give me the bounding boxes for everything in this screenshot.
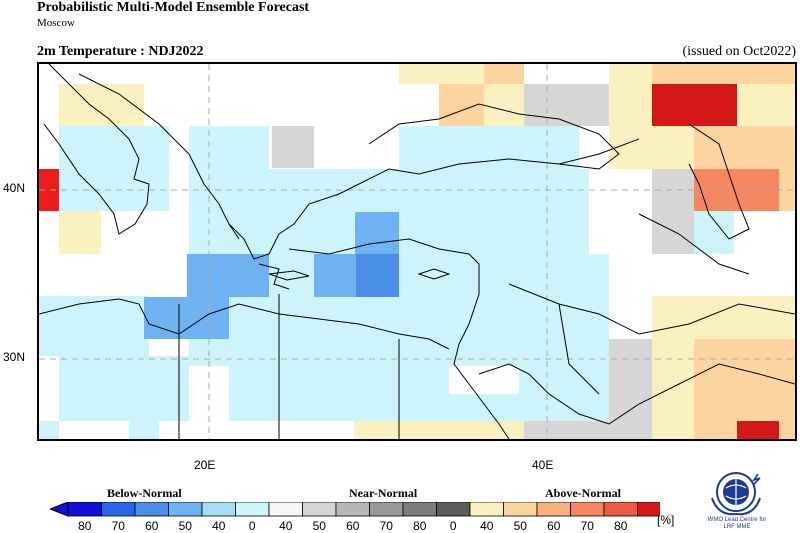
legend-unit: [%] <box>657 513 675 527</box>
variable-period-title: 2m Temperature : NDJ2022 <box>37 44 204 59</box>
colorbar-tick-label: 50 <box>514 519 528 533</box>
page-title: Probabilistic Multi-Model Ensemble Forec… <box>37 0 310 15</box>
cell-below-40 <box>694 211 734 254</box>
colorbar-tick-label: 80 <box>413 519 427 533</box>
colorbar-ticks: 80 70 60 50 40 0 40 50 60 70 80 0 40 50 60 70 80 <box>78 519 628 533</box>
colorbar-box <box>369 502 404 517</box>
cell-below-40 <box>129 421 159 439</box>
cell-below-50 <box>187 254 269 297</box>
cell-above-40 <box>59 211 101 254</box>
colorbar-box <box>402 502 437 517</box>
colorbar-box <box>570 502 605 517</box>
colorbar-tick-label: 80 <box>614 519 628 533</box>
colorbar-tick-label: 70 <box>380 519 394 533</box>
cell-above-50 <box>652 64 795 84</box>
colorbar-boxes <box>50 502 660 517</box>
colorbar-box <box>101 502 136 517</box>
legend-above-normal-label: Above-Normal <box>545 486 621 500</box>
cell-below-40 <box>229 366 349 421</box>
colorbar-box <box>503 502 538 517</box>
colorbar-tick-label: 40 <box>279 519 293 533</box>
colorbar-box <box>134 502 169 517</box>
colorbar-tick-label: 50 <box>179 519 193 533</box>
map-canvas <box>39 64 795 439</box>
wmo-logo-icon <box>711 472 761 516</box>
cell-near-40 <box>524 84 609 126</box>
colorbar-tick-label: 60 <box>346 519 360 533</box>
cell-above-40 <box>59 84 144 126</box>
colorbar-tick-label: 70 <box>112 519 126 533</box>
cell-below-40 <box>569 254 609 366</box>
colorbar-tick-label: 60 <box>547 519 561 533</box>
cell-below-50 <box>144 297 229 339</box>
lat-label-30n: 30N <box>3 350 26 364</box>
legend-near-normal-label: Near-Normal <box>349 486 418 500</box>
lat-label-40n: 40N <box>3 181 26 195</box>
cell-above-80 <box>39 169 59 211</box>
cell-below-40 <box>59 126 169 211</box>
colorbar-box <box>168 502 203 517</box>
issued-date: (issued on Oct2022) <box>682 44 796 59</box>
cell-below-40 <box>519 366 609 421</box>
cell-near-40 <box>652 169 694 254</box>
coastlines <box>39 64 795 439</box>
colorbar-arrow-left <box>50 502 69 517</box>
colorbar-box <box>335 502 370 517</box>
colorbar: 80 70 60 50 40 0 40 50 60 70 80 0 40 50 60 70 80 <box>50 502 660 533</box>
cell-below-60 <box>356 254 399 297</box>
graticule <box>39 64 795 439</box>
colorbar-tick-label: 0 <box>450 519 457 533</box>
colorbar-box <box>603 502 638 517</box>
lon-label-20e: 20E <box>194 458 216 472</box>
colorbar-box <box>637 502 660 517</box>
legend-below-normal-label: Below-Normal <box>107 486 182 500</box>
colorbar-box <box>469 502 504 517</box>
cell-above-40 <box>399 64 484 84</box>
cell-above-80 <box>652 84 737 126</box>
colorbar-tick-label: 40 <box>480 519 494 533</box>
cell-above-50 <box>694 126 795 169</box>
colorbar-box <box>201 502 236 517</box>
cell-above-50 <box>484 64 524 84</box>
lon-label-40e: 40E <box>532 458 554 472</box>
wmo-logo-text: WMO Lead Centre for LRF MME <box>698 517 776 531</box>
wmo-text-line1: WMO Lead Centre for <box>707 517 767 523</box>
cell-above-40 <box>354 421 524 439</box>
cell-above-80 <box>737 421 779 439</box>
colorbar-box <box>536 502 571 517</box>
colorbar-tick-label: 80 <box>78 519 92 533</box>
colorbar-box <box>436 502 471 517</box>
cell-below-50 <box>355 212 399 254</box>
forecast-map <box>37 62 797 441</box>
colorbar-tick-label: 50 <box>313 519 327 533</box>
cell-near-40 <box>524 421 609 439</box>
colorbar-tick-label: 40 <box>212 519 226 533</box>
colorbar-box <box>268 502 303 517</box>
colorbar-tick-label: 0 <box>249 519 256 533</box>
colorbar-box <box>302 502 337 517</box>
colorbar-box <box>235 502 270 517</box>
wmo-text-line2: LRF MME <box>723 524 751 530</box>
colorbar-tick-label: 70 <box>581 519 595 533</box>
colorbar-box <box>67 502 102 517</box>
colorbar-tick-label: 60 <box>145 519 159 533</box>
cell-below-40 <box>39 421 59 439</box>
cell-near-40 <box>272 126 314 168</box>
cell-below-40 <box>59 356 189 421</box>
cell-above-40 <box>484 84 524 126</box>
cell-below-40 <box>439 394 529 421</box>
center-name: Moscow <box>37 17 75 29</box>
cell-below-40 <box>39 296 149 356</box>
